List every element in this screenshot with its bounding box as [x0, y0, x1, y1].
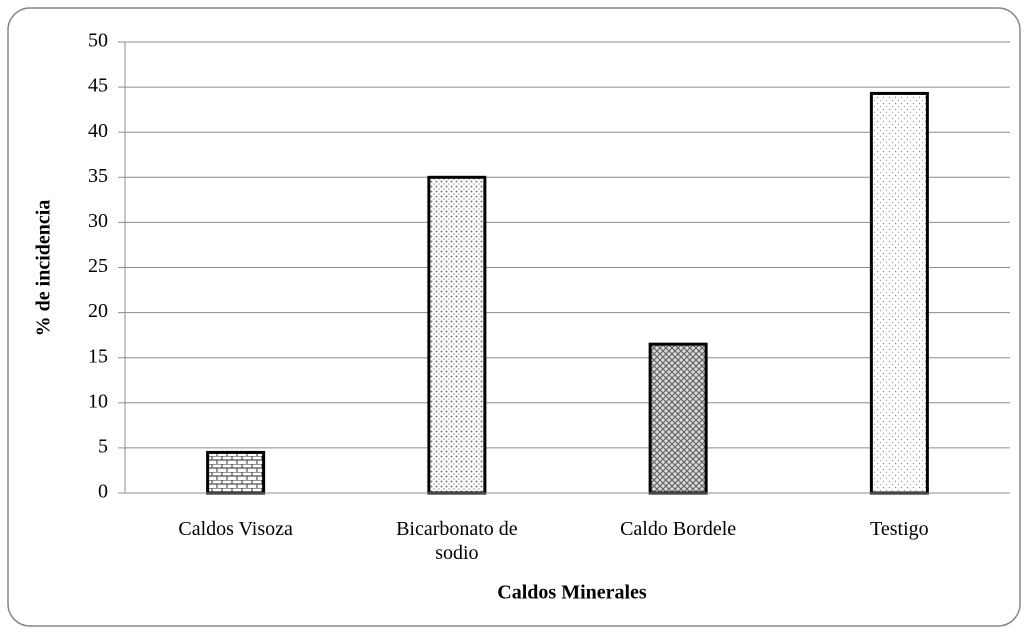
- y-tick-label: 20: [88, 300, 108, 322]
- bar: [869, 91, 929, 495]
- x-tick-label: Bicarbonato de sodio: [396, 518, 518, 564]
- y-tick-label: 45: [88, 75, 108, 97]
- chart-border: [7, 7, 1021, 627]
- y-tick-label: 30: [88, 210, 108, 232]
- y-tick-label: 25: [88, 255, 108, 277]
- bar: [206, 450, 266, 495]
- y-tick-label: 50: [88, 30, 108, 52]
- x-tick-label: Testigo: [870, 518, 929, 540]
- y-tick-label: 10: [88, 390, 108, 412]
- y-tick-label: 35: [88, 165, 108, 187]
- y-tick-label: 0: [98, 481, 108, 503]
- bar: [427, 175, 487, 495]
- x-tick-label: Caldo Bordele: [620, 518, 737, 540]
- y-tick-label: 5: [98, 435, 108, 457]
- y-tick-label: 40: [88, 120, 108, 142]
- x-tick-label: Caldos Visoza: [178, 518, 293, 540]
- y-axis-title: % de incidencia: [33, 200, 55, 337]
- y-tick-label: 15: [88, 345, 108, 367]
- bar: [648, 342, 708, 495]
- x-axis-title: Caldos Minerales: [497, 582, 647, 604]
